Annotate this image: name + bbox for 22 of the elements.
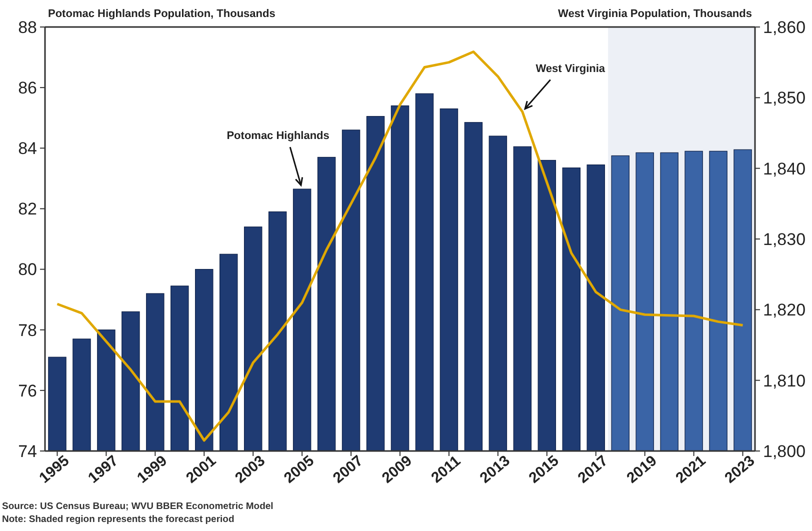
source-note: Source: US Census Bureau; WVU BBER Econometric Model — [2, 501, 274, 512]
y-tick-label: 80 — [18, 260, 37, 280]
text: West Virginia — [536, 62, 606, 75]
y2-tick-label: 1,800 — [763, 442, 806, 461]
y-tick-label: 88 — [18, 18, 37, 37]
series-label: Potomac Highlands — [226, 130, 330, 142]
y2-tick-label: 1,850 — [763, 88, 806, 108]
y-tick-label: 76 — [18, 381, 37, 400]
y-tick-label: 82 — [18, 200, 37, 219]
y2-tick-label: 1,830 — [763, 230, 806, 249]
y-tick-label: 86 — [18, 78, 37, 98]
y2-tick-label: 1,810 — [763, 371, 806, 390]
text: Note: Shaded region represents the forecast period — [2, 514, 234, 525]
y2-tick-label: 1,840 — [763, 159, 806, 178]
y2-tick-label: 1,860 — [763, 18, 806, 37]
y2-tick-label: 1,820 — [763, 300, 806, 320]
y-tick-label: 78 — [18, 320, 37, 340]
line-series — [56, 50, 744, 442]
y-tick-label: 74 — [18, 442, 37, 461]
y2-axis-title: West Virginia Population, Thousands — [558, 8, 752, 20]
y-tick-label: 84 — [18, 139, 37, 158]
y-axis-title: Potomac Highlands Population, Thousands — [48, 8, 276, 20]
